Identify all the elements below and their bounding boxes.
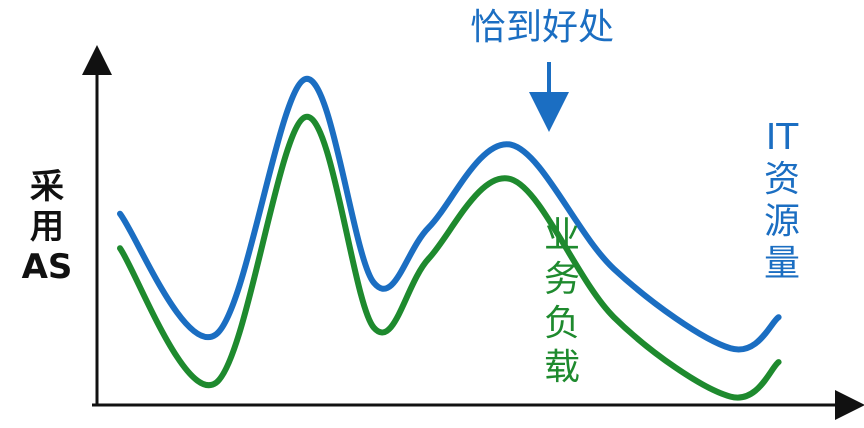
series-label-line: 载: [543, 347, 580, 388]
series-business-line: [117, 114, 782, 401]
y-axis-label: 采 用 AS: [18, 170, 76, 290]
series-it-line: [117, 76, 782, 353]
y-axis-label-line: 用: [30, 207, 64, 247]
series-label-it: IT 资 源 量: [752, 120, 812, 288]
series-label-line: 业: [543, 215, 580, 256]
sweet-spot-annotation: 恰到好处: [470, 7, 615, 48]
series-label-line: 资: [763, 159, 800, 200]
y-axis-label-line: 采: [30, 167, 64, 207]
series-label-line: 量: [763, 243, 800, 284]
y-axis-label-line: AS: [21, 247, 73, 287]
series-label-line: 务: [543, 259, 580, 300]
series-label-line: 源: [763, 201, 800, 242]
series-label-line: IT: [765, 117, 799, 158]
series-label-business: 业 务 负 载: [532, 218, 592, 394]
series-label-line: 负: [543, 303, 580, 344]
